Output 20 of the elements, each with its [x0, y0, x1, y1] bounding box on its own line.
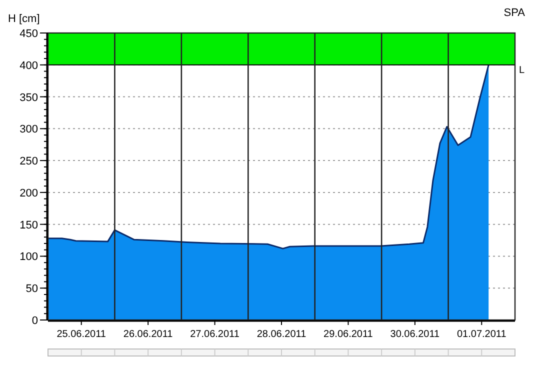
x-tick-label: 27.06.2011 [190, 329, 240, 340]
x-tick-label: 29.06.2011 [324, 329, 374, 340]
y-tick-label: 350 [20, 92, 38, 104]
ref-line-label: L [519, 64, 525, 76]
y-tick-label: 0 [32, 315, 38, 327]
y-tick-label: 250 [20, 156, 38, 168]
y-tick-label: 100 [20, 251, 38, 264]
y-tick-label: 150 [20, 219, 38, 232]
y-tick-label: 50 [26, 283, 38, 296]
y-axis-title: H [cm] [8, 13, 40, 25]
x-tick-label: 25.06.2011 [56, 329, 106, 340]
y-tick-label: 200 [20, 187, 38, 200]
x-tick-label: 01.07.2011 [456, 329, 507, 340]
y-tick-label: 450 [20, 28, 38, 40]
x-tick-label: 30.06.2011 [390, 329, 440, 340]
chart-title: SPA [504, 7, 526, 19]
y-tick-label: 400 [20, 60, 38, 72]
x-tick-label: 26.06.2011 [123, 329, 174, 340]
y-tick-label: 300 [20, 124, 38, 136]
x-tick-label: 28.06.2011 [256, 329, 307, 340]
